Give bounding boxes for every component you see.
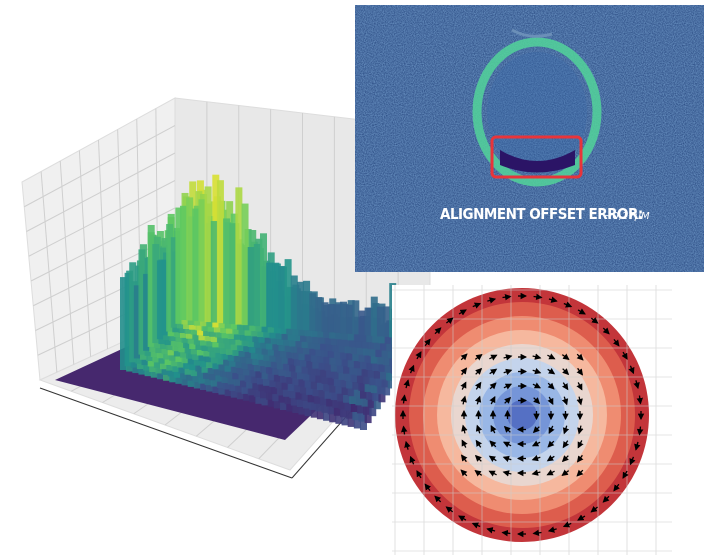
surface-strip: [377, 307, 384, 337]
surface-strip: [383, 306, 390, 336]
surface-strip: [285, 259, 292, 329]
surface-strip: [260, 233, 267, 326]
contour-ring: [507, 400, 537, 430]
surface-strip: [205, 186, 212, 322]
quiver-plot: [392, 285, 672, 555]
surface-strip: [358, 311, 365, 335]
surface-strip: [297, 282, 304, 330]
surface-strip: [198, 199, 205, 321]
surface-strip: [192, 209, 199, 322]
surface-strip: [352, 300, 359, 334]
surface-strip: [223, 218, 230, 323]
surface-strip: [272, 263, 279, 328]
collage-canvas: ALIGNMENT OFFSET ERROR: ~0,17μM: [0, 0, 704, 555]
surface-strip: [303, 281, 310, 330]
surface-strip: [291, 275, 298, 329]
surface-strip: [309, 293, 316, 331]
surface-strip: [340, 302, 347, 334]
surface-strip: [242, 204, 249, 326]
surface-strip: [248, 247, 255, 326]
annotation-value: ~0,17μM: [604, 211, 650, 222]
micrograph: ALIGNMENT OFFSET ERROR: ~0,17μM: [355, 5, 704, 272]
surface-strip: [322, 302, 329, 332]
surface-strip: [229, 223, 236, 324]
surface-strip: [180, 206, 187, 320]
surface-strip: [211, 221, 218, 323]
surface-strip: [346, 305, 353, 334]
surface-strip: [371, 297, 378, 336]
surface-strip: [334, 304, 341, 333]
surface-strip: [315, 297, 322, 331]
surface-strip: [266, 263, 273, 328]
surface-strip: [186, 197, 193, 320]
collage: ALIGNMENT OFFSET ERROR: ~0,17μM: [0, 0, 704, 555]
surface-strip: [254, 244, 261, 326]
surface-strip: [217, 180, 224, 323]
surface-strip: [235, 187, 242, 324]
surface-strip: [365, 308, 372, 336]
surface-strip: [328, 304, 335, 332]
surface-strip: [278, 266, 285, 328]
